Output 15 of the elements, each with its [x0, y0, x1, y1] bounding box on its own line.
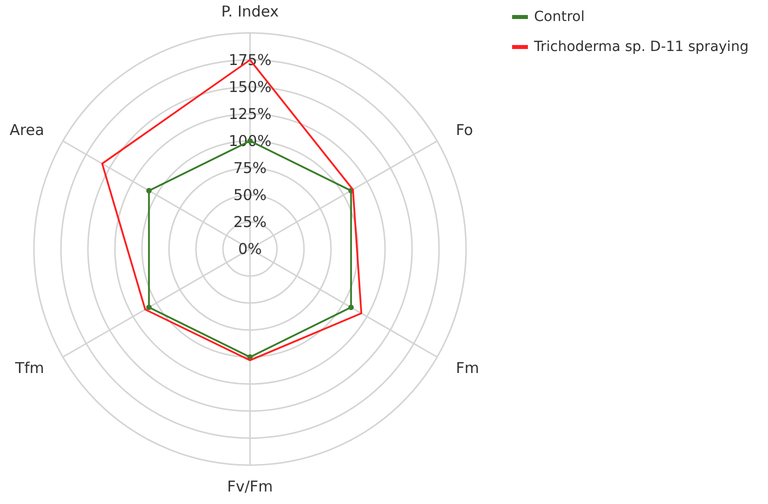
y-tick-label: 75%: [233, 158, 267, 177]
spoke-label: Fm: [456, 358, 480, 377]
legend-label: Control: [534, 9, 585, 25]
spoke-label: Tfm: [14, 358, 44, 377]
spoke-label: Area: [10, 121, 44, 140]
y-tick-label: 25%: [233, 212, 267, 231]
legend-label: Trichoderma sp. D-11 spraying: [533, 39, 749, 55]
y-tick-label: 50%: [233, 186, 267, 204]
spoke-label: Fo: [456, 121, 474, 140]
y-tick-label: 0%: [238, 240, 262, 258]
spoke-label: P. Index: [221, 2, 279, 20]
y-tick-label: 150%: [228, 78, 272, 96]
spoke-label: Fv/Fm: [227, 478, 273, 496]
y-tick-label: 175%: [228, 50, 272, 69]
y-tick-label: 125%: [228, 104, 272, 123]
